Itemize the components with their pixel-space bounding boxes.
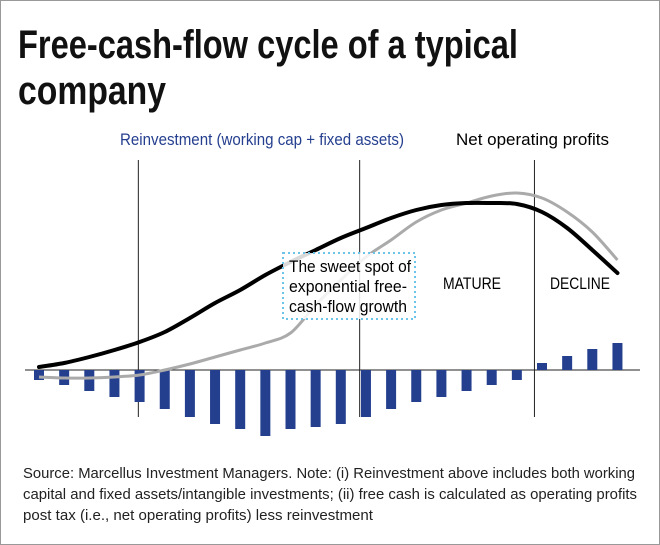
reinvestment-bar (537, 363, 547, 370)
reinvestment-bar (109, 370, 120, 397)
reinvestment-bar (612, 343, 623, 370)
reinvestment-bar (486, 370, 497, 385)
reinvestment-bar (386, 370, 397, 409)
reinvestment-bar (511, 370, 522, 380)
source-line-1: Source: Marcellus Investment Managers. N… (23, 466, 635, 482)
legend-reinvestment: Reinvestment (working cap + fixed assets… (120, 130, 404, 149)
sweet-spot-line-2: exponential free- (289, 277, 407, 296)
reinvestment-bar (159, 370, 170, 409)
reinvestment-bar (84, 370, 95, 391)
reinvestment-bar (210, 370, 221, 424)
legend-net-operating-profits: Net operating profits (456, 130, 609, 149)
reinvestment-bar (235, 370, 246, 429)
reinvestment-bars (34, 343, 623, 436)
sweet-spot-line-1: The sweet spot of (289, 257, 411, 276)
reinvestment-bar (461, 370, 472, 391)
reinvestment-bar (411, 370, 422, 402)
reinvestment-bar (310, 370, 321, 427)
reinvestment-bar (34, 370, 44, 380)
source-line-2: capital and fixed assets/intangible inve… (23, 487, 637, 503)
reinvestment-bar (285, 370, 296, 429)
title-line-2: company (18, 69, 167, 113)
reinvestment-bar (436, 370, 447, 397)
net-operating-profits-line (37, 200, 620, 369)
reinvestment-bar (335, 370, 346, 424)
sweet-spot-box (282, 252, 416, 320)
reinvestment-bar (562, 356, 573, 370)
reinvestment-bar (134, 370, 145, 402)
title-line-1: Free-cash-flow cycle of a typical (18, 23, 518, 67)
reinvestment-bar (260, 370, 271, 436)
phase-label-mature: MATURE (443, 274, 501, 293)
source-line-3: post tax (i.e., net operating profits) l… (23, 508, 373, 524)
reinvestment-bar (360, 370, 371, 417)
phase-label-decline: DECLINE (550, 274, 610, 293)
sweet-spot-line-3: cash-flow growth (289, 297, 407, 316)
reinvestment-bar (184, 370, 195, 417)
reinvestment-bar (587, 349, 598, 370)
